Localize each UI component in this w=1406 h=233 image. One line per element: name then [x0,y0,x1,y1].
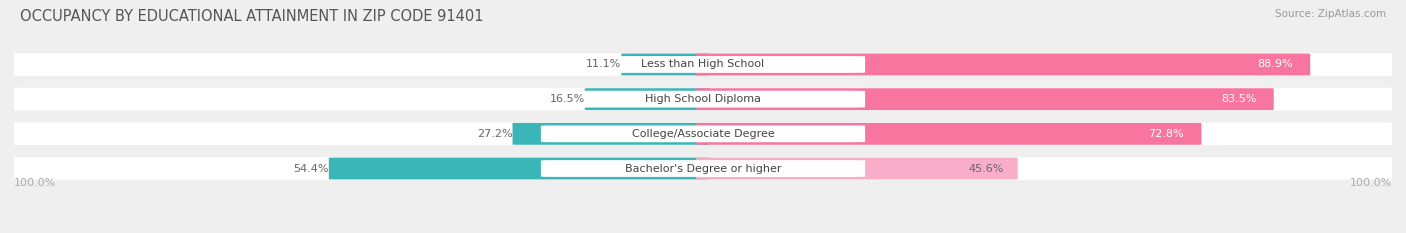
Text: High School Diploma: High School Diploma [645,94,761,104]
FancyBboxPatch shape [513,123,710,145]
Text: 72.8%: 72.8% [1149,129,1184,139]
FancyBboxPatch shape [696,158,1018,179]
FancyBboxPatch shape [329,158,710,179]
FancyBboxPatch shape [3,53,1403,76]
FancyBboxPatch shape [696,54,1310,75]
Text: 16.5%: 16.5% [550,94,585,104]
FancyBboxPatch shape [696,88,1274,110]
FancyBboxPatch shape [3,157,1403,180]
FancyBboxPatch shape [541,160,865,177]
FancyBboxPatch shape [621,54,710,75]
Text: OCCUPANCY BY EDUCATIONAL ATTAINMENT IN ZIP CODE 91401: OCCUPANCY BY EDUCATIONAL ATTAINMENT IN Z… [20,9,484,24]
Text: 88.9%: 88.9% [1257,59,1292,69]
Text: Bachelor's Degree or higher: Bachelor's Degree or higher [624,164,782,174]
Text: 100.0%: 100.0% [14,178,56,188]
FancyBboxPatch shape [541,56,865,73]
Text: 100.0%: 100.0% [1350,178,1392,188]
FancyBboxPatch shape [3,123,1403,145]
Text: 45.6%: 45.6% [969,164,1004,174]
FancyBboxPatch shape [541,125,865,142]
FancyBboxPatch shape [3,88,1403,110]
Text: Source: ZipAtlas.com: Source: ZipAtlas.com [1275,9,1386,19]
Text: College/Associate Degree: College/Associate Degree [631,129,775,139]
Text: Less than High School: Less than High School [641,59,765,69]
FancyBboxPatch shape [541,91,865,108]
Text: 27.2%: 27.2% [477,129,513,139]
Text: 54.4%: 54.4% [294,164,329,174]
FancyBboxPatch shape [585,88,710,110]
FancyBboxPatch shape [696,123,1202,145]
Text: 83.5%: 83.5% [1220,94,1256,104]
Text: 11.1%: 11.1% [586,59,621,69]
